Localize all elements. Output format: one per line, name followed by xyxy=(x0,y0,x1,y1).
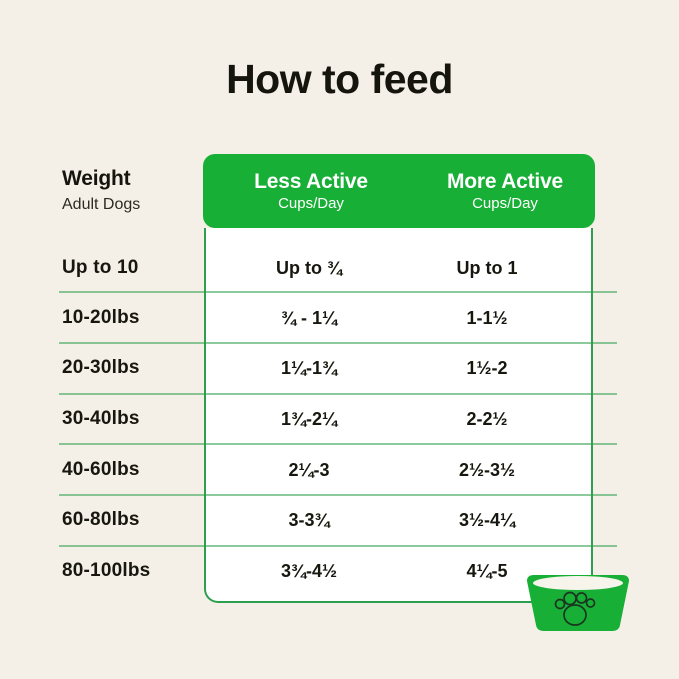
table-row: Up to 10 Up to ¾ Up to 1 xyxy=(0,256,679,280)
table-row: 30-40lbs 1¾-2¼ 2-2½ xyxy=(0,407,679,431)
more-active-amount: 2½-3½ xyxy=(458,460,516,480)
weight-range: 10-20lbs xyxy=(62,307,140,328)
row-divider xyxy=(59,342,617,344)
adult-dogs-label: Adult Dogs xyxy=(62,196,141,213)
less-active-amount: 1¾-2¼ xyxy=(280,409,338,429)
weight-range: 80-100lbs xyxy=(62,560,151,581)
less-active-amount: 3¾-4½ xyxy=(280,561,338,581)
row-divider xyxy=(59,291,617,293)
table-row: 20-30lbs 1¼-1¾ 1½-2 xyxy=(0,356,679,380)
less-active-label: Less Active xyxy=(254,169,368,193)
more-active-amount: 2-2½ xyxy=(466,409,508,429)
table-row: 80-100lbs 3¾-4½ 4¼-5 xyxy=(0,559,679,583)
page-title: How to feed xyxy=(226,56,453,102)
more-active-amount: 4¼-5 xyxy=(466,561,508,581)
weight-range: Up to 10 xyxy=(62,257,139,278)
weight-range: 40-60lbs xyxy=(62,459,140,480)
table-row: 60-80lbs 3-3¾ 3½-4¼ xyxy=(0,508,679,532)
weight-range: 60-80lbs xyxy=(62,509,140,530)
row-divider xyxy=(59,393,617,395)
more-active-label: More Active xyxy=(446,169,564,193)
more-active-amount: 1-1½ xyxy=(466,308,508,328)
more-active-column-header: More Active Cups/Day xyxy=(417,154,593,228)
more-active-amount: 1½-2 xyxy=(466,358,508,378)
less-active-column-header: Less Active Cups/Day xyxy=(205,154,417,228)
more-active-units: Cups/Day xyxy=(472,194,538,212)
less-active-amount: Up to ¾ xyxy=(276,258,342,278)
table-row: 40-60lbs 2¼-3 2½-3½ xyxy=(0,458,679,482)
weight-label: Weight xyxy=(62,167,131,190)
activity-columns-header: Less Active Cups/Day More Active Cups/Da… xyxy=(203,154,595,228)
row-divider xyxy=(59,443,617,445)
row-divider xyxy=(59,545,617,547)
weight-column-header: Weight Adult Dogs xyxy=(62,167,140,214)
feeding-table-body xyxy=(204,228,593,603)
less-active-amount: 1¼-1¾ xyxy=(280,358,338,378)
more-active-amount: 3½-4¼ xyxy=(458,510,516,530)
less-active-amount: 2¼-3 xyxy=(288,460,330,480)
less-active-units: Cups/Day xyxy=(278,194,344,212)
weight-range: 30-40lbs xyxy=(62,408,140,429)
less-active-amount: ¾ - 1¼ xyxy=(280,308,338,328)
dog-bowl-paw-icon xyxy=(527,575,629,631)
table-row: 10-20lbs ¾ - 1¼ 1-1½ xyxy=(0,306,679,330)
less-active-amount: 3-3¾ xyxy=(288,510,330,530)
row-divider xyxy=(59,494,617,496)
weight-range: 20-30lbs xyxy=(62,357,140,378)
more-active-amount: Up to 1 xyxy=(456,258,518,278)
